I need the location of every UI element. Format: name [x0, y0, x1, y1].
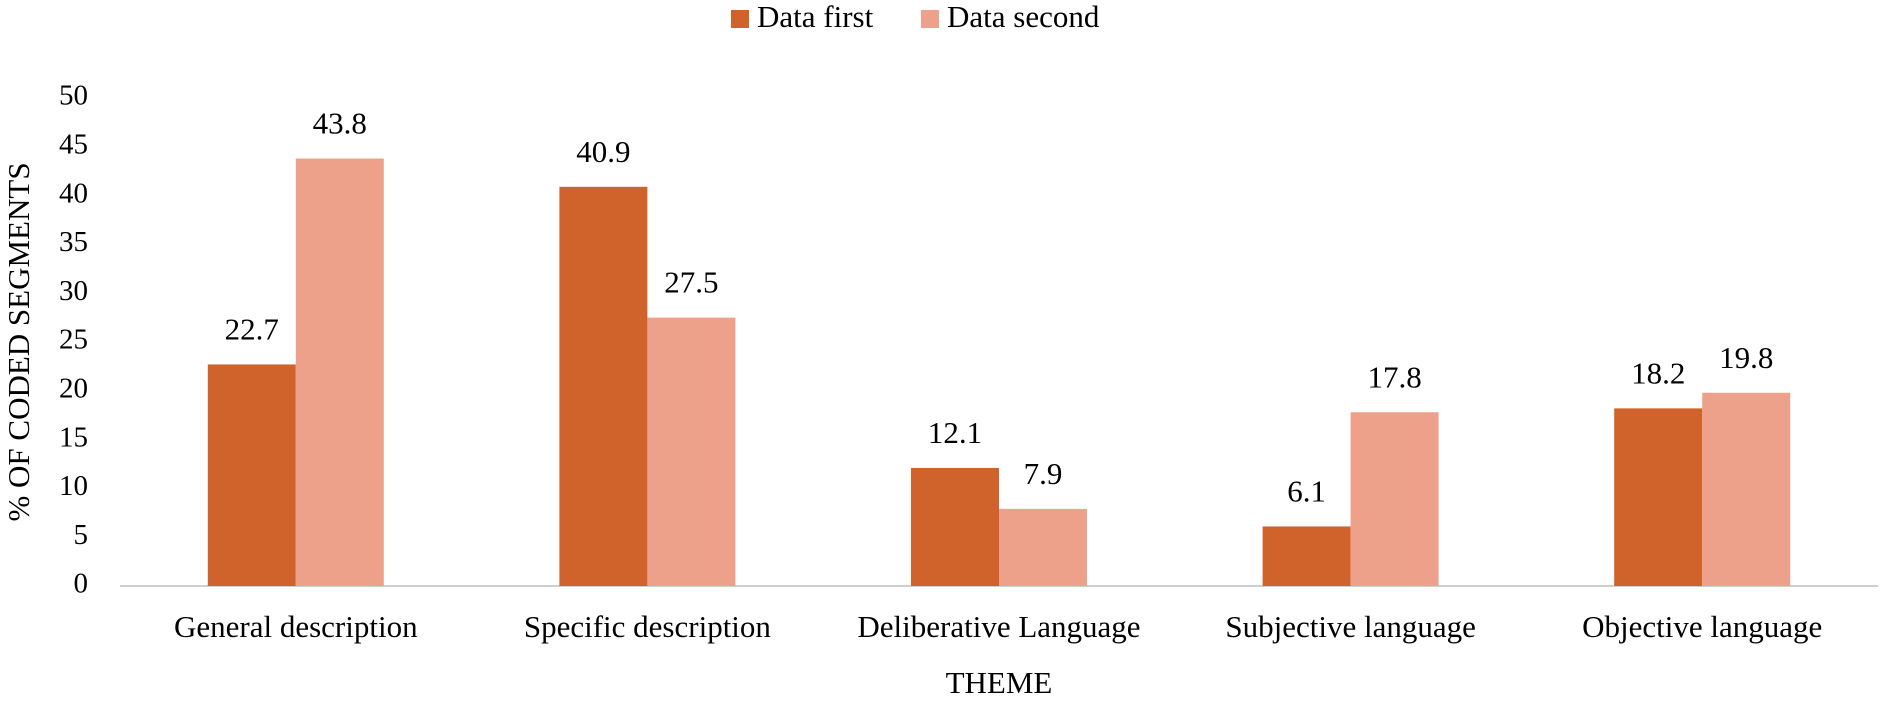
legend-swatch [731, 10, 749, 28]
y-tick-label: 40 [59, 177, 88, 209]
data-label: 6.1 [1287, 474, 1326, 509]
bar [1262, 526, 1351, 586]
data-label: 17.8 [1367, 359, 1421, 394]
data-label: 27.5 [664, 265, 718, 300]
y-tick-label: 20 [59, 372, 88, 404]
legend-label: Data second [947, 0, 1100, 34]
data-label: 19.8 [1719, 340, 1773, 375]
x-tick-label: Objective language [1582, 609, 1822, 644]
x-tick-label: General description [174, 609, 418, 644]
y-tick-label: 30 [59, 275, 88, 307]
data-label: 18.2 [1631, 355, 1685, 390]
y-tick-label: 50 [59, 80, 88, 112]
data-label: 43.8 [313, 106, 367, 141]
x-tick-label: Subjective language [1225, 609, 1476, 644]
y-tick-label: 45 [59, 128, 88, 160]
y-tick-label: 5 [74, 519, 89, 551]
legend-swatch [921, 10, 939, 28]
y-tick-label: 25 [59, 324, 88, 356]
y-tick-label: 10 [59, 470, 88, 502]
bar [911, 467, 999, 586]
bar [1350, 412, 1439, 586]
y-tick-label: 15 [59, 421, 88, 453]
bar [207, 364, 296, 586]
x-axis-title: THEME [946, 665, 1053, 700]
data-label: 40.9 [576, 134, 630, 169]
bar [999, 508, 1087, 586]
x-tick-label: Deliberative Language [857, 609, 1140, 644]
data-label: 22.7 [225, 312, 279, 347]
y-tick-label: 0 [74, 568, 89, 600]
legend-label: Data first [757, 0, 874, 34]
bar [295, 158, 384, 586]
y-tick-label: 35 [59, 226, 88, 258]
bar [1702, 392, 1791, 586]
bar [647, 317, 736, 586]
bar [559, 186, 648, 587]
bar [1614, 408, 1703, 586]
data-label: 7.9 [1024, 456, 1063, 491]
y-axis-title: % OF CODED SEGMENTS [1, 162, 36, 521]
data-label: 12.1 [928, 415, 982, 450]
x-tick-label: Specific description [524, 609, 772, 644]
